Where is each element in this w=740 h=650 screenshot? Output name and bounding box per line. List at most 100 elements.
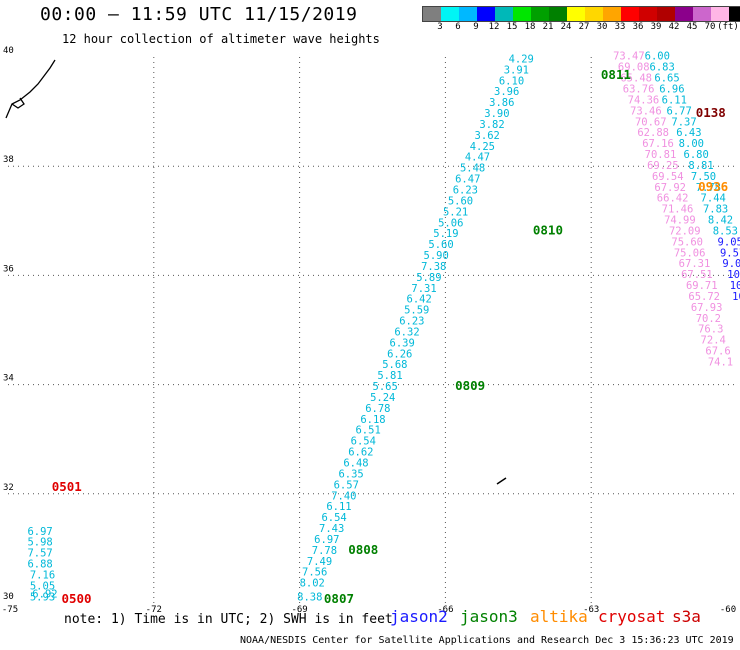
swh-data-point: 67.6: [705, 346, 730, 358]
swh-data-point: 6.23: [399, 316, 424, 328]
swh-data-point: 7.78: [312, 545, 337, 557]
x-tick-label: -60: [720, 605, 736, 615]
swh-data-point: 74.1: [708, 356, 733, 368]
swh-data-point: 67.51: [681, 269, 713, 281]
pass-time-label: 0808: [348, 542, 378, 557]
swh-data-point: 6.43: [676, 127, 701, 139]
swh-data-point: 9.09: [722, 258, 740, 270]
swh-data-point: 7.83: [703, 204, 728, 216]
swh-data-point: 74.36: [628, 94, 660, 106]
swh-data-point: 6.26: [387, 348, 412, 360]
y-tick-label: 30: [3, 592, 14, 602]
swh-data-point: 72.4: [701, 335, 726, 347]
swh-data-point: 6.92: [32, 589, 57, 601]
swh-data-point: 6.62: [348, 447, 373, 459]
swh-data-point: 72.09: [669, 225, 701, 237]
x-tick-label: -75: [2, 605, 18, 615]
swh-data-point: 5.59: [404, 305, 429, 317]
swh-data-point: 6.10: [499, 75, 524, 87]
swh-data-point: 3.90: [484, 108, 509, 120]
colorbar-swatch: [549, 7, 567, 21]
colorbar-swatch: [567, 7, 585, 21]
swh-data-point: 6.88: [27, 559, 52, 571]
colorbar-swatch: [459, 7, 477, 21]
colorbar-label: 18: [524, 22, 536, 32]
swh-data-point: 5.98: [27, 537, 52, 549]
swh-data-point: 5.21: [443, 206, 468, 218]
swh-data-point: 74.99: [664, 215, 696, 227]
footer-credit: NOAA/NESDIS Center for Satellite Applica…: [240, 635, 734, 646]
island-outline: [496, 477, 507, 485]
swh-data-point: 6.80: [684, 149, 709, 161]
swh-data-point: 8.38: [297, 591, 322, 603]
colorbar-label: 70: [704, 22, 716, 32]
colorbar-swatch: [675, 7, 693, 21]
colorbar-label: 15: [506, 22, 518, 32]
swh-data-point: 70.67: [635, 116, 667, 128]
swh-data-point: 6.48: [343, 458, 368, 470]
y-tick-label: 32: [3, 483, 14, 493]
page-title: 00:00 – 11:59 UTC 11/15/2019: [40, 4, 358, 25]
swh-data-point: 10.4: [730, 280, 740, 292]
wave-height-colorbar: [422, 6, 740, 22]
colorbar-swatch: [423, 7, 441, 21]
swh-data-point: 5.06: [438, 217, 463, 229]
swh-data-point: 75.06: [674, 247, 706, 259]
swh-data-point: 3.62: [475, 130, 500, 142]
swh-data-point: 73.46: [630, 105, 662, 117]
swh-data-point: 66.42: [657, 193, 689, 205]
legend-altika: altika: [530, 607, 588, 626]
swh-data-point: 3.96: [494, 86, 519, 98]
colorbar-label: 33: [614, 22, 626, 32]
pass-time-label: 0807: [324, 591, 354, 606]
swh-data-point: 5.90: [424, 250, 449, 262]
y-tick-label: 38: [3, 155, 14, 165]
swh-data-point: 5.93: [30, 591, 55, 603]
swh-data-point: 6.54: [351, 436, 376, 448]
pass-time-label: 0811: [601, 67, 631, 82]
swh-data-point: 70.81: [645, 149, 677, 161]
swh-data-point: 65.48: [620, 73, 652, 85]
swh-data-point: 8.00: [679, 138, 704, 150]
swh-data-point: 6.57: [334, 479, 359, 491]
swh-data-point: 65.72: [688, 291, 720, 303]
colorbar-swatch: [531, 7, 549, 21]
swh-data-point: 6.97: [27, 526, 52, 538]
colorbar-swatch: [621, 7, 639, 21]
swh-data-point: 69.54: [652, 171, 684, 183]
swh-data-point: 10.3: [732, 291, 740, 303]
swh-data-point: 8.42: [708, 215, 733, 227]
swh-data-point: 7.40: [331, 490, 356, 502]
swh-data-point: 9.05: [718, 236, 740, 248]
swh-data-point: 6.23: [453, 185, 478, 197]
colorbar-swatch: [495, 7, 513, 21]
swh-data-point: 5.68: [382, 359, 407, 371]
swh-data-point: 69.08: [618, 62, 650, 74]
swh-data-point: 8.53: [713, 225, 738, 237]
swh-data-point: 4.47: [465, 152, 490, 164]
colorbar-label: 42: [668, 22, 680, 32]
colorbar-label: 36: [632, 22, 644, 32]
swh-data-point: 9.57: [720, 247, 740, 259]
colorbar-swatch: [585, 7, 603, 21]
swh-data-point: 5.05: [30, 580, 55, 592]
swh-data-point: 5.60: [448, 195, 473, 207]
swh-data-point: 7.31: [411, 283, 436, 295]
swh-data-point: 71.46: [662, 204, 694, 216]
page-subtitle: 12 hour collection of altimeter wave hei…: [62, 32, 380, 46]
swh-data-point: 6.11: [326, 501, 351, 513]
swh-data-point: 7.44: [701, 193, 726, 205]
swh-data-point: 8.02: [300, 578, 325, 590]
swh-data-point: 67.92: [654, 182, 686, 194]
swh-data-point: 3.86: [489, 97, 514, 109]
pass-time-label: 0809: [455, 378, 485, 393]
swh-data-point: 69.71: [686, 280, 718, 292]
swh-data-point: 6.47: [455, 174, 480, 186]
swh-data-point: 6.35: [338, 468, 363, 480]
swh-data-point: 75.60: [671, 236, 703, 248]
swh-data-point: 6.42: [407, 294, 432, 306]
colorbar-label: 24: [560, 22, 572, 32]
swh-data-point: 7.38: [421, 261, 446, 273]
swh-data-point: 67.31: [679, 258, 711, 270]
